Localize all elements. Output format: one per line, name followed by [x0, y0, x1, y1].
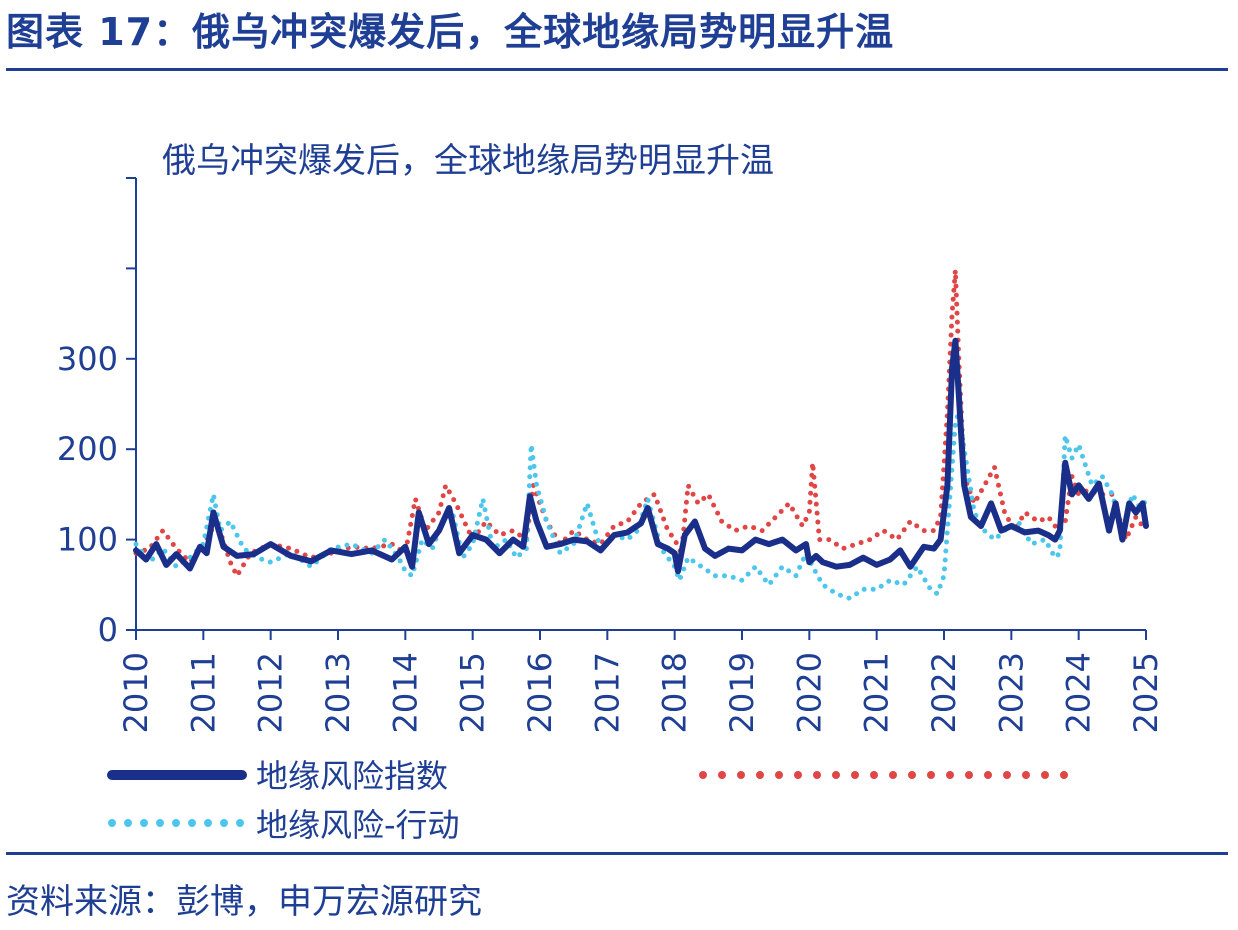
y-tick-label: 0: [98, 611, 118, 649]
chart-title: 俄乌冲突爆发后，全球地缘局势明显升温: [162, 141, 774, 181]
x-tick-label: 2017: [588, 652, 626, 733]
x-tick-label: 2018: [656, 652, 694, 733]
x-tick-label: 2022: [925, 652, 963, 733]
legend-label-series-2: 地缘风险-行动: [256, 806, 460, 844]
x-tick-label: 2025: [1127, 652, 1165, 733]
y-tick-label: 100: [57, 521, 118, 559]
y-tick-label: 300: [57, 340, 118, 378]
x-tick-label: 2020: [790, 652, 828, 733]
y-tick-label: 200: [57, 430, 118, 468]
figure-title: 图表 17：俄乌冲突爆发后，全球地缘局势明显升温: [6, 10, 895, 54]
x-tick-label: 2024: [1060, 652, 1098, 733]
x-tick-label: 2016: [521, 652, 559, 733]
x-tick-label: 2012: [252, 652, 290, 733]
x-tick-label: 2015: [454, 652, 492, 733]
title-rule: [6, 68, 1228, 71]
axes: 0 100 200 300 2010 2011 2012 2013 2014 2015 2016 20…: [57, 177, 1165, 733]
legend: 地缘风险指数 地缘风险-行动: [107, 757, 1074, 844]
source-note: 资料来源：彭博，申万宏源研究: [6, 882, 482, 922]
x-tick-label: 2021: [858, 652, 896, 733]
series-layer: [133, 267, 1149, 601]
series-line-1: [133, 267, 1149, 579]
x-tick-label: 2013: [319, 652, 357, 733]
x-tick-label: 2014: [386, 652, 424, 733]
x-tick-label: 2019: [723, 652, 761, 733]
x-tick-label: 2010: [117, 652, 155, 733]
x-tick-label: 2011: [184, 652, 222, 733]
source-rule: [6, 852, 1228, 855]
series-line-0: [133, 337, 1149, 575]
x-tick-label: 2023: [992, 652, 1030, 733]
legend-label-series-0: 地缘风险指数: [256, 757, 448, 795]
